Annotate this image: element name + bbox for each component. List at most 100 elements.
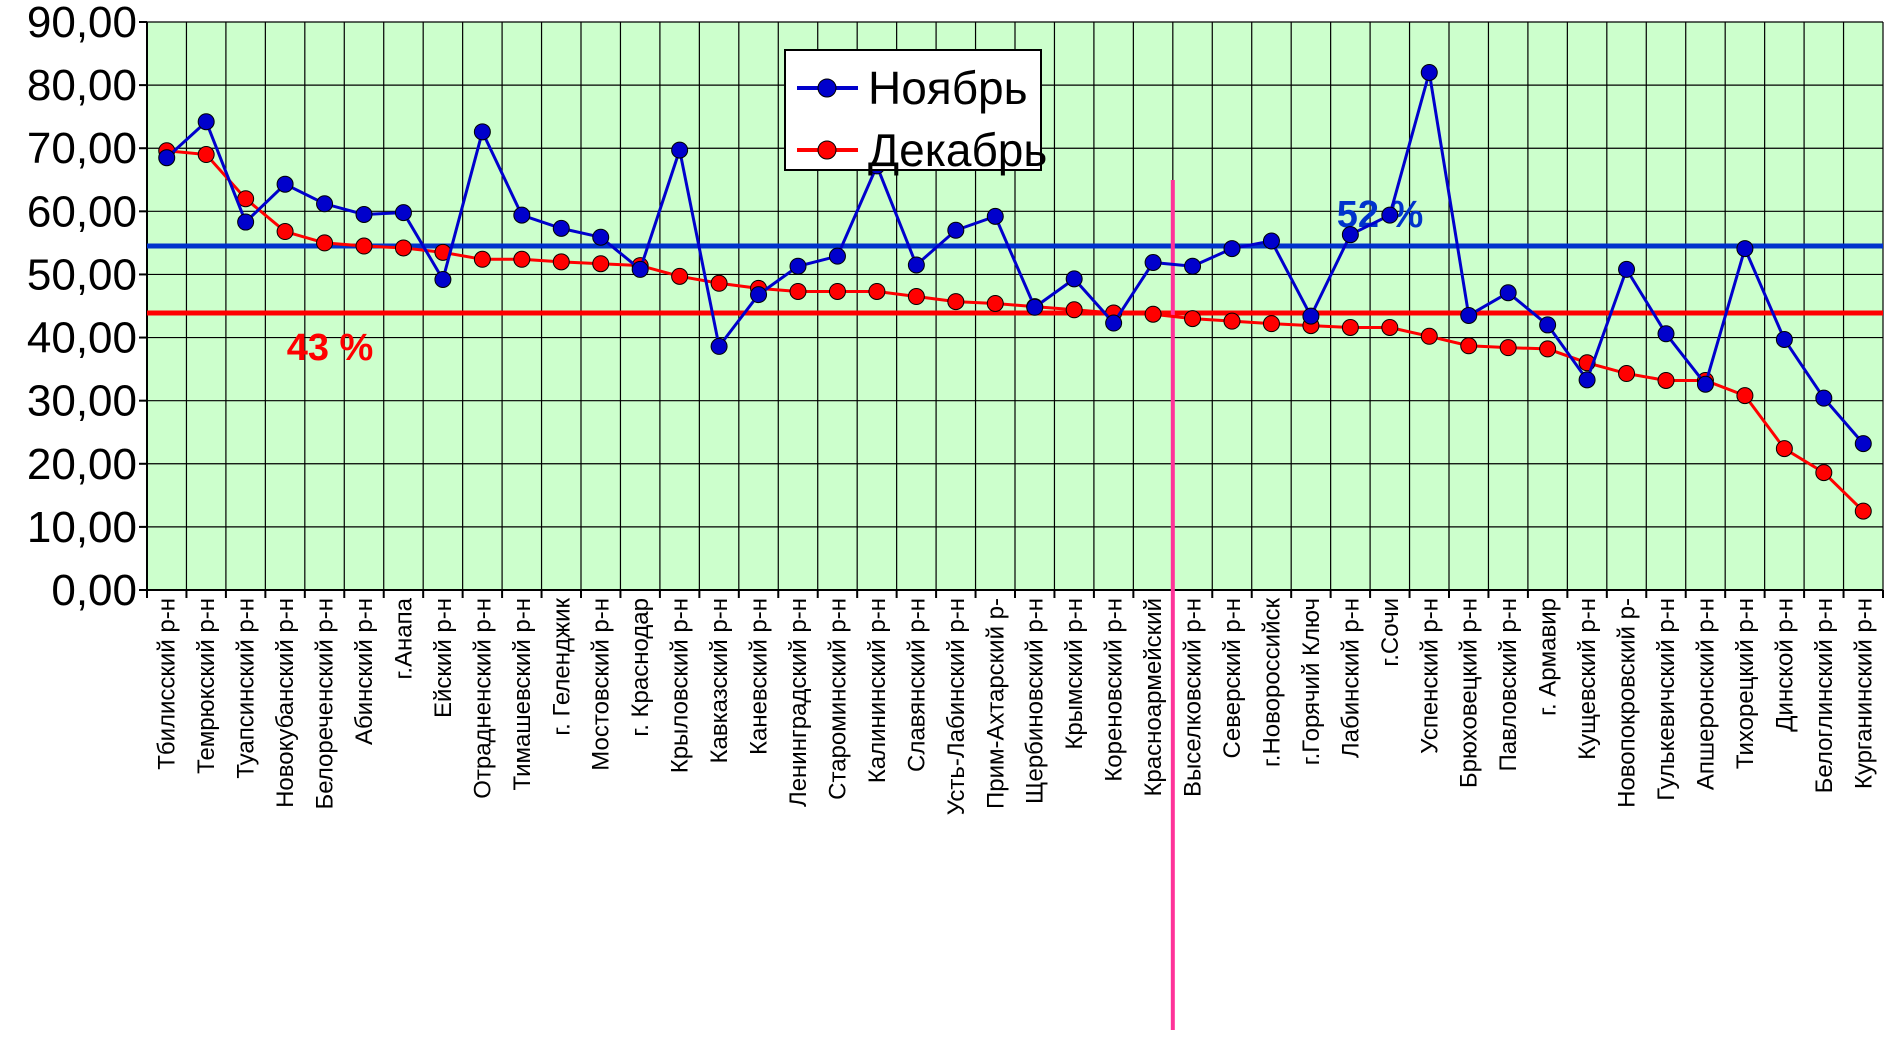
data-point <box>789 282 807 300</box>
x-tick-label: Староминский р-н <box>824 598 851 800</box>
x-tick-label: Кущевский р-н <box>1574 598 1601 760</box>
y-tick-label: 80,00 <box>27 61 137 110</box>
y-tick-label: 30,00 <box>27 377 137 426</box>
x-tick-label: Белореченский р-н <box>312 598 339 810</box>
data-point <box>1618 365 1636 383</box>
x-tick-label: Кавказский р-н <box>706 598 733 764</box>
data-point <box>907 256 925 274</box>
y-tick-label: 50,00 <box>27 250 137 299</box>
data-point <box>394 204 412 222</box>
legend-label: Декабрь <box>868 124 1047 176</box>
series-Декабрь <box>158 142 1872 520</box>
legend: Ноябрь Декабрь <box>784 49 1047 176</box>
y-tick-label: 10,00 <box>27 503 137 552</box>
data-point <box>750 286 768 304</box>
data-point <box>1736 240 1754 258</box>
legend-label: Ноябрь <box>868 62 1028 114</box>
data-point <box>276 223 294 241</box>
data-point <box>1184 310 1202 328</box>
x-tick-label: Прим-Ахтарский р- <box>982 598 1009 809</box>
data-point <box>473 250 491 268</box>
data-point <box>868 282 886 300</box>
data-point <box>1381 206 1399 224</box>
x-tick-label: г.Горячий Ключ <box>1298 598 1325 765</box>
data-point <box>197 146 215 164</box>
data-point <box>1539 316 1557 334</box>
x-tick-label: Успенский р-н <box>1416 598 1443 754</box>
x-tick-label: Тихорецкий р-н <box>1732 598 1759 769</box>
data-point <box>1854 435 1872 453</box>
data-point <box>1144 305 1162 323</box>
data-point <box>1065 301 1083 319</box>
data-point <box>355 205 373 223</box>
data-point <box>1736 387 1754 405</box>
data-point <box>710 337 728 355</box>
data-point <box>1618 260 1636 278</box>
data-point <box>237 213 255 231</box>
data-point <box>592 255 610 273</box>
data-point <box>355 237 373 255</box>
axes <box>139 21 1884 598</box>
data-point <box>394 239 412 257</box>
data-point <box>592 228 610 246</box>
data-point <box>1854 502 1872 520</box>
x-tick-label: Выселковский р-н <box>1180 598 1207 797</box>
data-point <box>1105 314 1123 332</box>
data-point <box>947 221 965 239</box>
data-point <box>513 206 531 224</box>
data-point <box>1065 270 1083 288</box>
x-tick-label: Кореновский р-н <box>1101 598 1128 782</box>
x-tick-label: Мостовский р-н <box>588 598 615 771</box>
data-point <box>1420 63 1438 81</box>
data-point <box>276 175 294 193</box>
y-tick-label: 20,00 <box>27 440 137 489</box>
x-tick-label: г.Новороссийск <box>1258 598 1285 768</box>
data-point <box>1460 306 1478 324</box>
x-tick-label: г. Геленджик <box>548 598 575 736</box>
x-tick-label: Темрюкский р-н <box>193 598 220 774</box>
data-point <box>1302 307 1320 325</box>
x-tick-label: Туапсинский р-н <box>233 598 260 779</box>
x-tick-label: Гулькевичский р-н <box>1653 598 1680 801</box>
data-point <box>1539 340 1557 358</box>
data-point <box>513 250 531 268</box>
data-point <box>1696 375 1714 393</box>
data-point <box>1223 312 1241 330</box>
x-tick-label: Новокубанский р-н <box>272 598 299 808</box>
x-tick-label: Северский р-н <box>1219 598 1246 758</box>
y-tick-label: 60,00 <box>27 187 137 236</box>
y-tick-label: 90,00 <box>27 0 137 47</box>
data-point <box>434 270 452 288</box>
x-tick-label: Динской р-н <box>1771 598 1798 732</box>
data-point <box>1381 318 1399 336</box>
data-point <box>947 293 965 311</box>
data-point <box>1815 464 1833 482</box>
data-point <box>473 123 491 141</box>
data-point <box>1341 318 1359 336</box>
data-point <box>1775 330 1793 348</box>
data-point <box>1775 440 1793 458</box>
x-tick-label: г. Краснодар <box>627 598 654 737</box>
x-tick-label: Апшеронский р-н <box>1692 598 1719 790</box>
x-tick-label: Ленинградский р-н <box>785 598 812 807</box>
x-tick-label: Тбилисский р-н <box>154 598 181 770</box>
x-tick-label: Новопокровский р- <box>1614 598 1641 808</box>
x-tick-label: Тимашевский р-н <box>509 598 536 791</box>
data-series <box>158 63 1872 520</box>
data-point <box>1026 298 1044 316</box>
data-point <box>671 141 689 159</box>
data-point <box>907 288 925 306</box>
data-point <box>828 247 846 265</box>
legend-marker <box>817 78 837 98</box>
data-point <box>316 234 334 252</box>
data-point <box>789 257 807 275</box>
data-point <box>1420 327 1438 345</box>
x-tick-label: г.Анапа <box>390 597 417 679</box>
x-tick-labels: Тбилисский р-н Темрюкский р-н Туапсинский … <box>154 597 1878 815</box>
x-tick-label: Белоглинский р-н <box>1811 598 1838 793</box>
x-tick-label: Абинский р-н <box>351 598 378 745</box>
x-tick-label: Крыловский р-н <box>667 598 694 773</box>
x-tick-label: Отрадненский р-н <box>469 598 496 799</box>
data-point <box>1578 371 1596 389</box>
